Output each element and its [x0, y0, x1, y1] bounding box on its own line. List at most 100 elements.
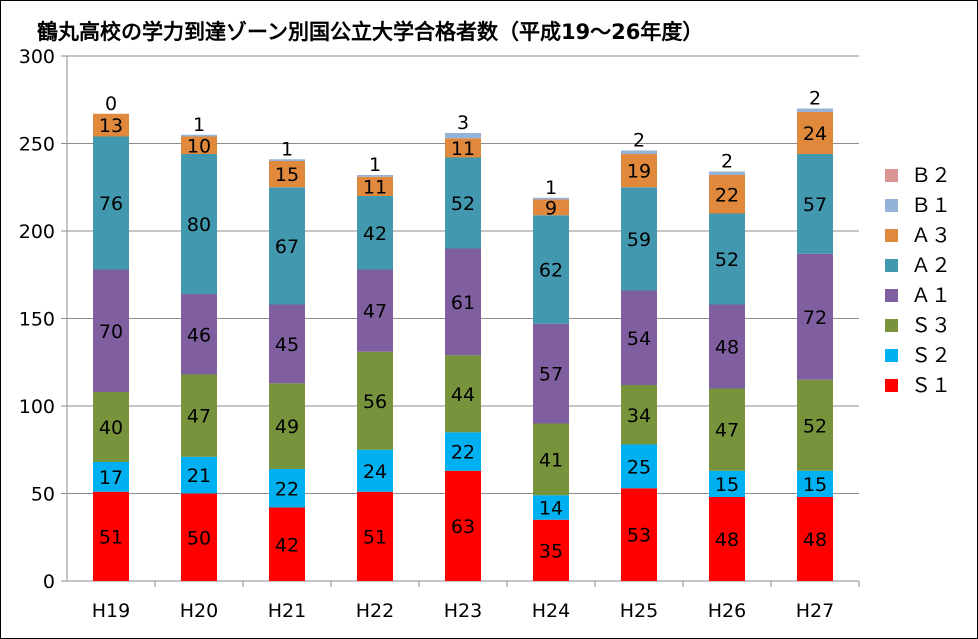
bar-segment — [181, 136, 217, 154]
data-label: 15 — [275, 164, 299, 186]
legend-item: Ｂ２ — [885, 163, 951, 187]
data-label: 42 — [275, 534, 299, 556]
legend: Ｂ２ Ｂ１ Ａ３ Ａ２ Ａ１ Ｓ３ Ｓ２ Ｓ１ — [885, 163, 951, 397]
bar-segment — [445, 138, 481, 158]
bar-segment — [357, 269, 393, 352]
bar-segment — [533, 215, 569, 324]
data-label: 50 — [187, 527, 211, 549]
bar-segment — [797, 497, 833, 581]
legend-label: Ｓ２ — [911, 343, 951, 367]
top-data-label: 3 — [457, 112, 469, 134]
bar-segment — [533, 423, 569, 496]
data-label: 57 — [539, 364, 563, 386]
data-label: 47 — [187, 406, 211, 428]
data-label: 48 — [715, 529, 739, 551]
y-tick-label: 100 — [19, 396, 55, 418]
data-label: 24 — [803, 123, 827, 145]
bar-segment — [93, 491, 129, 581]
bar-segment — [93, 136, 129, 270]
y-tick-label: 300 — [19, 46, 55, 68]
bar-segment — [709, 304, 745, 389]
bars — [93, 108, 833, 581]
legend-swatch — [885, 319, 898, 332]
x-tick-label: H21 — [268, 600, 306, 622]
x-tick-label: H25 — [620, 600, 658, 622]
bar-segment — [93, 392, 129, 462]
data-label: 15 — [715, 474, 739, 496]
y-tick-label: 200 — [19, 221, 55, 243]
data-label: 51 — [99, 526, 123, 548]
data-label: 10 — [187, 135, 211, 157]
data-label: 45 — [275, 334, 299, 356]
data-label: 17 — [99, 467, 123, 489]
data-label: 59 — [627, 229, 651, 251]
data-label: 76 — [99, 193, 123, 215]
bar-segment — [269, 159, 305, 161]
top-data-label: 2 — [633, 130, 645, 152]
bar-segment — [181, 294, 217, 375]
bar-segment — [533, 495, 569, 520]
bar-segment — [181, 493, 217, 581]
data-label: 47 — [715, 420, 739, 442]
legend-label: Ｓ３ — [911, 313, 951, 337]
legend-item: Ｓ３ — [885, 313, 951, 337]
bar-segment — [621, 154, 657, 188]
data-label: 51 — [363, 526, 387, 548]
data-label: 52 — [715, 249, 739, 271]
legend-swatch — [885, 289, 898, 302]
data-label: 9 — [545, 197, 557, 219]
legend-item: Ｓ２ — [885, 343, 951, 367]
bar-segment — [269, 161, 305, 188]
legend-swatch — [885, 259, 898, 272]
data-label: 48 — [715, 337, 739, 359]
bar-segment — [181, 134, 217, 137]
top-data-label: 1 — [281, 138, 293, 160]
y-tick-label: 0 — [43, 571, 55, 593]
data-label: 56 — [363, 391, 387, 413]
data-label: 70 — [99, 321, 123, 343]
data-label: 61 — [451, 292, 475, 314]
top-data-label: 1 — [193, 114, 205, 136]
legend-swatch — [885, 379, 898, 392]
bar-segment — [357, 491, 393, 581]
legend-swatch — [885, 169, 898, 182]
bar-segment — [445, 133, 481, 139]
bar-segment — [445, 432, 481, 471]
data-label: 21 — [187, 465, 211, 487]
bar-segment — [621, 488, 657, 581]
bar-segment — [709, 171, 745, 175]
bar-segment — [709, 497, 745, 581]
bar-segment — [709, 213, 745, 305]
bar-segment — [621, 385, 657, 445]
x-tick-label: H24 — [532, 600, 570, 622]
data-label: 57 — [803, 194, 827, 216]
data-label: 19 — [627, 161, 651, 183]
data-label: 25 — [627, 456, 651, 478]
bar-segment — [93, 462, 129, 492]
bar-segment — [181, 456, 217, 494]
x-tick-label: H23 — [444, 600, 482, 622]
bar-segment — [445, 157, 481, 249]
data-label: 14 — [539, 498, 563, 520]
data-label: 52 — [803, 415, 827, 437]
data-label: 11 — [363, 176, 387, 198]
data-label: 11 — [451, 138, 475, 160]
bar-segment — [181, 154, 217, 294]
bar-segment — [797, 470, 833, 497]
bar-segment — [269, 304, 305, 384]
data-label: 46 — [187, 324, 211, 346]
data-label: 48 — [803, 529, 827, 551]
data-label: 72 — [803, 307, 827, 329]
legend-label: Ｂ１ — [911, 193, 951, 217]
data-label: 15 — [803, 474, 827, 496]
legend-swatch — [885, 199, 898, 212]
bar-segment — [445, 470, 481, 581]
data-label: 67 — [275, 236, 299, 258]
data-label: 80 — [187, 214, 211, 236]
data-label: 35 — [539, 540, 563, 562]
bar-segment — [269, 469, 305, 508]
legend-item: Ａ２ — [885, 253, 951, 277]
bar-segment — [357, 196, 393, 270]
